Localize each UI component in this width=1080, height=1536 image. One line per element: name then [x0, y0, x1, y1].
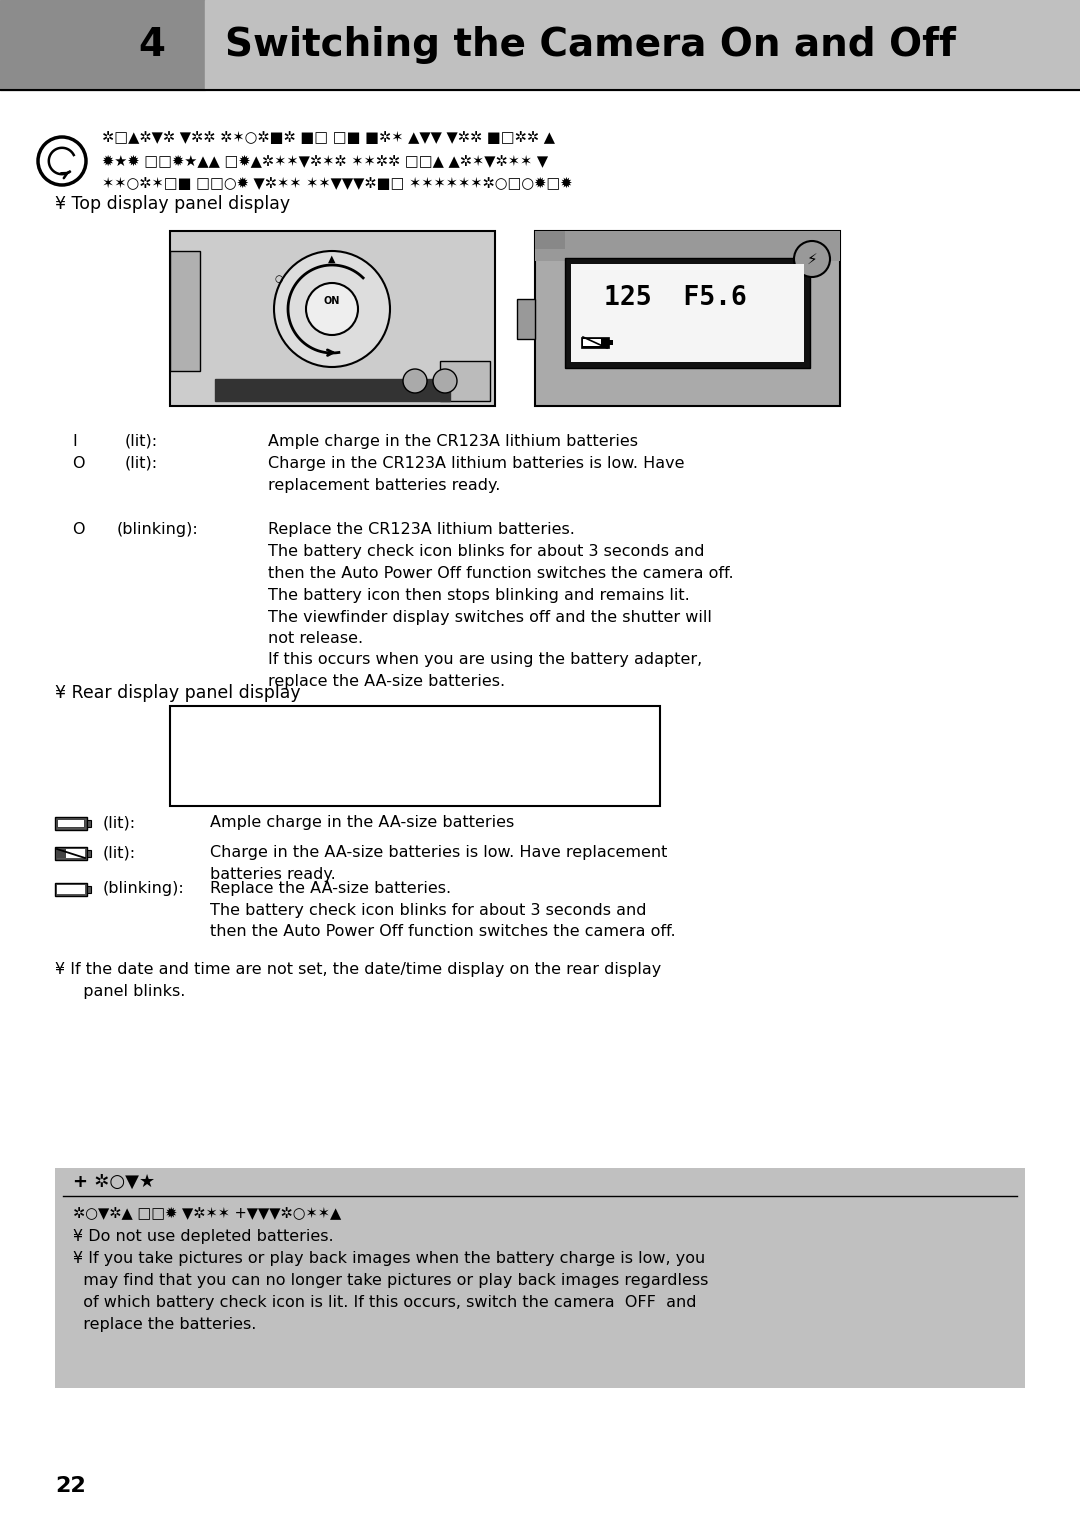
Text: ▲: ▲ [328, 253, 336, 264]
Text: then the Auto Power Off function switches the camera off.: then the Auto Power Off function switche… [210, 923, 676, 938]
Bar [55, 846, 87, 860]
Text: + ✲○▼★: + ✲○▼★ [73, 1174, 156, 1190]
Text: panel blinks.: panel blinks. [73, 985, 186, 998]
Text: ¥ If the date and time are not set, the date/time display on the rear display: ¥ If the date and time are not set, the … [55, 962, 661, 977]
Bar [581, 336, 609, 349]
Text: 125  F5.6: 125 F5.6 [605, 286, 747, 312]
Text: (blinking):: (blinking): [117, 522, 199, 538]
Text: Charge in the CR123A lithium batteries is low. Have: Charge in the CR123A lithium batteries i… [268, 456, 685, 472]
Text: (lit):: (lit): [103, 816, 136, 831]
Circle shape [403, 369, 427, 393]
Circle shape [433, 369, 457, 393]
Text: ○: ○ [274, 273, 283, 284]
Text: (blinking):: (blinking): [103, 882, 185, 897]
Bar [58, 820, 84, 826]
Text: I: I [72, 435, 77, 449]
Text: replacement batteries ready.: replacement batteries ready. [268, 478, 500, 493]
Text: Ample charge in the CR123A lithium batteries: Ample charge in the CR123A lithium batte… [268, 435, 638, 449]
Text: (lit):: (lit): [125, 435, 158, 449]
Text: Charge in the AA-size batteries is low. Have replacement: Charge in the AA-size batteries is low. … [210, 845, 667, 860]
Text: (lit):: (lit): [103, 845, 136, 860]
Text: ¥ Rear display panel display: ¥ Rear display panel display [55, 684, 300, 702]
Bar [57, 849, 85, 859]
Text: then the Auto Power Off function switches the camera off.: then the Auto Power Off function switche… [268, 565, 733, 581]
Text: ¥ Do not use depleted batteries.: ¥ Do not use depleted batteries. [73, 1229, 334, 1244]
Text: The viewfinder display switches off and the shutter will: The viewfinder display switches off and … [268, 610, 712, 625]
Bar [87, 820, 91, 826]
Text: O: O [72, 522, 84, 538]
Text: 4: 4 [138, 26, 165, 65]
Text: Replace the CR123A lithium batteries.: Replace the CR123A lithium batteries. [268, 522, 575, 538]
Bar [170, 230, 495, 406]
Text: Replace the AA-size batteries.: Replace the AA-size batteries. [210, 882, 451, 897]
Bar [535, 230, 840, 261]
Circle shape [794, 241, 831, 276]
Bar [87, 849, 91, 857]
Text: (lit):: (lit): [125, 456, 158, 472]
Bar [170, 250, 200, 372]
Bar [87, 886, 91, 892]
Text: batteries ready.: batteries ready. [210, 866, 336, 882]
Text: ¥ Top display panel display: ¥ Top display panel display [55, 195, 291, 214]
Text: If this occurs when you are using the battery adapter,: If this occurs when you are using the ba… [268, 651, 702, 667]
Text: ✲○▼✲▲ □□✹ ▼✲✶✶ +▼▼▼✲○✶✶▲: ✲○▼✲▲ □□✹ ▼✲✶✶ +▼▼▼✲○✶✶▲ [73, 1206, 341, 1221]
Bar [55, 817, 87, 829]
Text: ✹★✹ □□✹★▲▲ □✹▲✲✶✶▼✲✶✲ ✶✶✲✲ □□▲ ▲✲✶▼✲✶✶ ▼: ✹★✹ □□✹★▲▲ □✹▲✲✶✶▼✲✶✲ ✶✶✲✲ □□▲ ▲✲✶▼✲✶✶ ▼ [102, 154, 549, 169]
Text: The battery check icon blinks for about 3 seconds and: The battery check icon blinks for about … [210, 903, 647, 917]
Text: not release.: not release. [268, 631, 363, 647]
Text: ✲□▲✲▼✲ ▼✲✲ ✲✶○✲■✲ ■□ □■ ■✲✶ ▲▼▼ ▼✲✲ ■□✲✲ ▲: ✲□▲✲▼✲ ▼✲✲ ✲✶○✲■✲ ■□ □■ ■✲✶ ▲▼▼ ▼✲✲ ■□✲✲… [102, 131, 555, 146]
Bar [583, 339, 600, 346]
Bar [517, 300, 535, 339]
Bar [0, 0, 205, 91]
Text: 22: 22 [55, 1476, 85, 1496]
Circle shape [274, 250, 390, 367]
Text: The battery check icon blinks for about 3 seconds and: The battery check icon blinks for about … [268, 544, 704, 559]
Text: ⚡: ⚡ [807, 252, 818, 267]
Bar [170, 707, 660, 806]
Bar [57, 885, 85, 894]
Circle shape [306, 283, 357, 335]
Text: may find that you can no longer take pictures or play back images regardless: may find that you can no longer take pic… [73, 1272, 708, 1287]
Text: Switching the Camera On and Off: Switching the Camera On and Off [225, 26, 956, 65]
Bar [565, 258, 810, 369]
Text: O: O [72, 456, 84, 472]
Text: replace the batteries.: replace the batteries. [73, 1316, 256, 1332]
Bar [535, 230, 840, 406]
Bar [215, 379, 450, 401]
Text: Ample charge in the AA-size batteries: Ample charge in the AA-size batteries [210, 816, 514, 831]
Bar [609, 339, 613, 346]
Text: The battery icon then stops blinking and remains lit.: The battery icon then stops blinking and… [268, 588, 690, 604]
Bar [57, 819, 85, 828]
Text: ON: ON [324, 296, 340, 306]
Text: of which battery check icon is lit. If this occurs, switch the camera  OFF  and: of which battery check icon is lit. If t… [73, 1295, 697, 1310]
Bar [57, 819, 85, 828]
Text: replace the AA-size batteries.: replace the AA-size batteries. [268, 674, 505, 690]
Text: ✶✶○✲✶□■ □□○✹ ▼✲✶✶ ✶✶▼▼▼✲■□ ✶✶✶✶✶✶✲○□○✹□✹: ✶✶○✲✶□■ □□○✹ ▼✲✶✶ ✶✶▼▼▼✲■□ ✶✶✶✶✶✶✲○□○✹□✹ [102, 177, 572, 192]
Bar [55, 883, 87, 895]
Bar [440, 361, 490, 401]
Bar [55, 1167, 1025, 1389]
Bar [571, 264, 804, 362]
Text: ¥ If you take pictures or play back images when the battery charge is low, you: ¥ If you take pictures or play back imag… [73, 1250, 705, 1266]
Bar [535, 230, 565, 249]
Bar [57, 849, 66, 859]
Bar [205, 0, 1080, 91]
